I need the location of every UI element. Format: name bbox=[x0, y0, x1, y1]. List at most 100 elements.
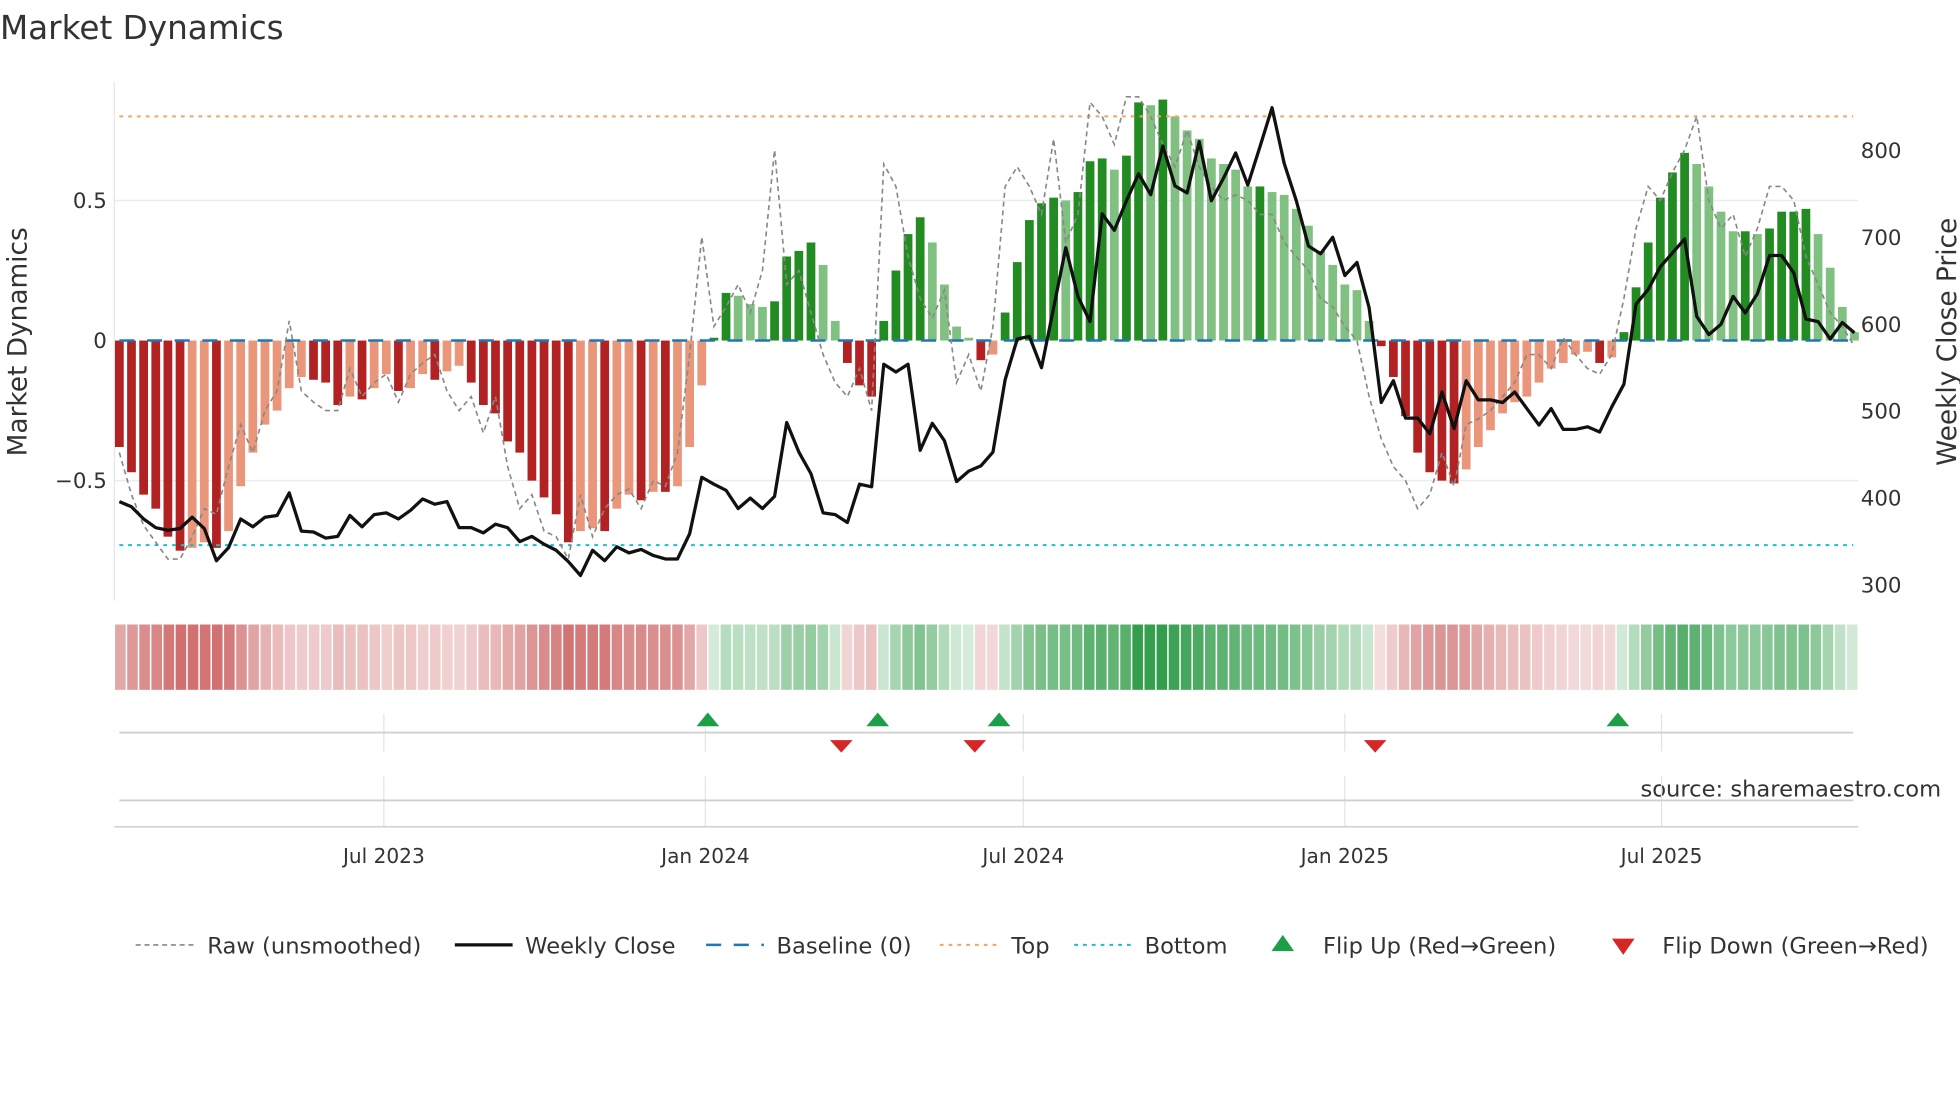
momentum-bar bbox=[1546, 340, 1556, 369]
momentum-bar bbox=[1704, 186, 1714, 341]
heat-cell bbox=[587, 624, 598, 690]
heat-cell bbox=[1180, 624, 1192, 690]
heat-cell bbox=[175, 624, 187, 690]
heat-cell bbox=[1725, 624, 1737, 690]
heat-cell bbox=[1289, 624, 1301, 690]
momentum-bar bbox=[551, 340, 561, 515]
heat-cell bbox=[224, 624, 235, 690]
momentum-bar bbox=[903, 234, 913, 341]
heat-cell bbox=[1762, 624, 1773, 690]
heat-cell bbox=[611, 624, 623, 690]
momentum-bar bbox=[1304, 225, 1313, 341]
weekly-close-line bbox=[118, 106, 1856, 578]
momentum-bar bbox=[430, 340, 440, 380]
heat-cell bbox=[187, 624, 199, 690]
heat-cell bbox=[1059, 624, 1071, 690]
momentum-bar bbox=[1668, 172, 1677, 341]
heat-cell bbox=[417, 624, 429, 690]
heat-cell bbox=[442, 624, 453, 690]
x-tick-label: Jul 2024 bbox=[980, 844, 1064, 868]
x-tick-label: Jan 2024 bbox=[659, 844, 750, 868]
heat-cell bbox=[1120, 624, 1131, 690]
momentum-bar bbox=[1740, 231, 1750, 341]
momentum-bar bbox=[1012, 262, 1022, 341]
heat-cell bbox=[878, 624, 889, 690]
heat-cell bbox=[1786, 624, 1797, 690]
momentum-bar bbox=[563, 340, 573, 543]
heat-cell bbox=[345, 624, 356, 690]
momentum-bar bbox=[1607, 340, 1617, 358]
legend-label: Weekly Close bbox=[525, 934, 675, 960]
heat-cell bbox=[284, 624, 296, 690]
momentum-bar bbox=[806, 242, 816, 341]
momentum-bar bbox=[1073, 192, 1083, 341]
momentum-bar bbox=[1571, 340, 1580, 355]
heat-cell bbox=[1253, 624, 1265, 690]
heat-cell bbox=[115, 624, 126, 690]
heat-cell bbox=[902, 624, 913, 690]
momentum-bar bbox=[782, 256, 792, 341]
momentum-bar bbox=[491, 340, 500, 414]
heat-cell bbox=[1592, 624, 1604, 690]
heat-cell bbox=[623, 624, 635, 690]
momentum-bar bbox=[624, 340, 634, 495]
momentum-bar bbox=[163, 340, 173, 537]
heat-cell bbox=[429, 624, 441, 690]
momentum-bar bbox=[127, 340, 136, 473]
momentum-bar bbox=[1595, 340, 1605, 363]
heat-cell bbox=[454, 624, 465, 690]
momentum-bar bbox=[697, 340, 707, 386]
momentum-bar bbox=[151, 340, 161, 509]
legend-label: Raw (unsmoothed) bbox=[207, 934, 421, 960]
momentum-bar bbox=[539, 340, 549, 498]
heat-cell bbox=[1713, 624, 1725, 690]
heat-cell bbox=[1471, 624, 1483, 690]
momentum-bar bbox=[636, 340, 646, 501]
momentum-bar bbox=[224, 340, 233, 532]
momentum-bar bbox=[964, 337, 974, 341]
legend-label: Baseline (0) bbox=[776, 934, 911, 960]
momentum-bar bbox=[940, 284, 949, 341]
momentum-bar bbox=[988, 340, 998, 355]
momentum-bar bbox=[855, 340, 864, 386]
momentum-bar bbox=[1291, 208, 1301, 341]
momentum-bar bbox=[770, 301, 779, 341]
y2-tick-label: 700 bbox=[1861, 226, 1902, 251]
heat-cell bbox=[1205, 624, 1216, 690]
y2-tick-label: 400 bbox=[1861, 487, 1902, 512]
momentum-bar bbox=[1328, 264, 1338, 341]
heat-cell bbox=[914, 624, 925, 690]
heat-cell bbox=[865, 624, 877, 690]
momentum-bar bbox=[309, 340, 318, 380]
heat-cell bbox=[1459, 624, 1470, 690]
momentum-bar bbox=[418, 340, 428, 375]
momentum-bar bbox=[260, 340, 270, 425]
heat-cell bbox=[1326, 624, 1337, 690]
heat-cell bbox=[551, 624, 562, 690]
momentum-bar bbox=[1510, 340, 1520, 403]
momentum-bar bbox=[515, 340, 525, 453]
heat-cell bbox=[1314, 624, 1325, 690]
chart-title: Market Dynamics bbox=[0, 9, 284, 47]
heat-cell bbox=[260, 624, 272, 690]
flip-down-marker bbox=[1363, 740, 1387, 753]
flip-up-marker bbox=[987, 712, 1011, 727]
momentum-bar bbox=[1728, 231, 1738, 341]
heat-cell bbox=[1083, 624, 1095, 690]
momentum-bar bbox=[1850, 332, 1859, 341]
heat-cell bbox=[236, 624, 247, 690]
heat-cell bbox=[296, 624, 308, 690]
heat-cell bbox=[1483, 624, 1495, 690]
momentum-bar bbox=[1522, 340, 1532, 397]
momentum-bar bbox=[1473, 340, 1483, 448]
momentum-bar bbox=[1534, 340, 1544, 383]
momentum-bar bbox=[1267, 192, 1277, 341]
momentum-bar bbox=[1389, 340, 1398, 377]
heat-cell bbox=[732, 624, 744, 690]
momentum-bar bbox=[661, 340, 670, 492]
heat-cell bbox=[950, 624, 962, 690]
momentum-bar bbox=[369, 340, 379, 389]
heat-cell bbox=[647, 624, 659, 690]
heat-cell bbox=[1096, 624, 1107, 690]
